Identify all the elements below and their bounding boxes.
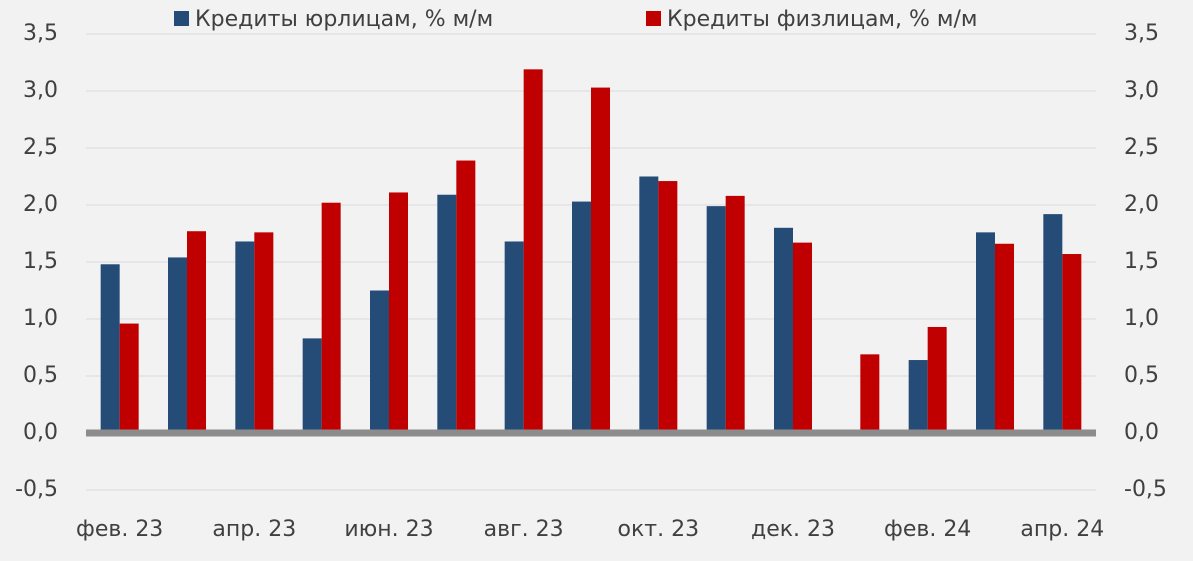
y-tick-label: 1,0 [23, 306, 58, 331]
y-tick-label: -0,5 [15, 477, 58, 502]
y2-tick-label: 2,0 [1124, 192, 1159, 217]
y2-tick-label: 1,5 [1124, 249, 1159, 274]
bar [658, 181, 678, 433]
bar [302, 338, 322, 433]
bar [1062, 254, 1082, 433]
y2-tick-label: 3,0 [1124, 78, 1159, 103]
y2-tick-label: -0,5 [1124, 477, 1167, 502]
bar [523, 69, 543, 433]
bar [437, 194, 457, 433]
y2-tick-label: 2,5 [1124, 135, 1159, 160]
bar [725, 195, 745, 433]
bar [187, 231, 206, 433]
x-tick-label: окт. 23 [618, 517, 700, 542]
x-tick-label: апр. 23 [212, 517, 296, 542]
bar [504, 241, 524, 433]
bar [927, 326, 947, 433]
x-tick-label: апр. 24 [1020, 517, 1104, 542]
bar [389, 192, 408, 433]
y-tick-label: 1,5 [23, 249, 58, 274]
bar [321, 202, 341, 433]
bar [793, 242, 812, 433]
bar [235, 241, 255, 433]
y2-tick-label: 0,0 [1124, 420, 1159, 445]
y2-tick-label: 1,0 [1124, 306, 1159, 331]
bar [706, 206, 726, 433]
bar [639, 176, 659, 433]
bar [860, 354, 880, 433]
y-tick-label: 2,0 [23, 192, 58, 217]
y-tick-label: 0,0 [23, 420, 58, 445]
x-tick-label: фев. 23 [76, 517, 163, 542]
y2-tick-label: 0,5 [1124, 363, 1159, 388]
bar [995, 243, 1014, 433]
bar [908, 360, 928, 433]
x-tick-label: фев. 24 [884, 517, 971, 542]
y-tick-label: 3,5 [23, 21, 58, 46]
y-tick-label: 3,0 [23, 78, 58, 103]
legend-swatch [174, 11, 189, 26]
bar [1043, 214, 1063, 433]
bar [254, 232, 274, 433]
bar [591, 87, 610, 433]
y-tick-label: 0,5 [23, 363, 58, 388]
bar [456, 160, 476, 434]
bar [572, 201, 591, 433]
bar [976, 232, 995, 433]
bar [774, 227, 793, 433]
legend-label: Кредиты физлицам, % м/м [667, 7, 978, 32]
bar [168, 257, 187, 433]
bar [370, 290, 389, 433]
bar [100, 264, 120, 433]
y-tick-label: 2,5 [23, 135, 58, 160]
x-tick-label: авг. 23 [484, 517, 564, 542]
legend-label: Кредиты юрлицам, % м/м [195, 7, 493, 32]
y2-tick-label: 3,5 [1124, 21, 1159, 46]
x-tick-label: дек. 23 [751, 517, 835, 542]
bar [119, 323, 139, 433]
x-tick-label: июн. 23 [344, 517, 433, 542]
legend-swatch [646, 11, 661, 26]
